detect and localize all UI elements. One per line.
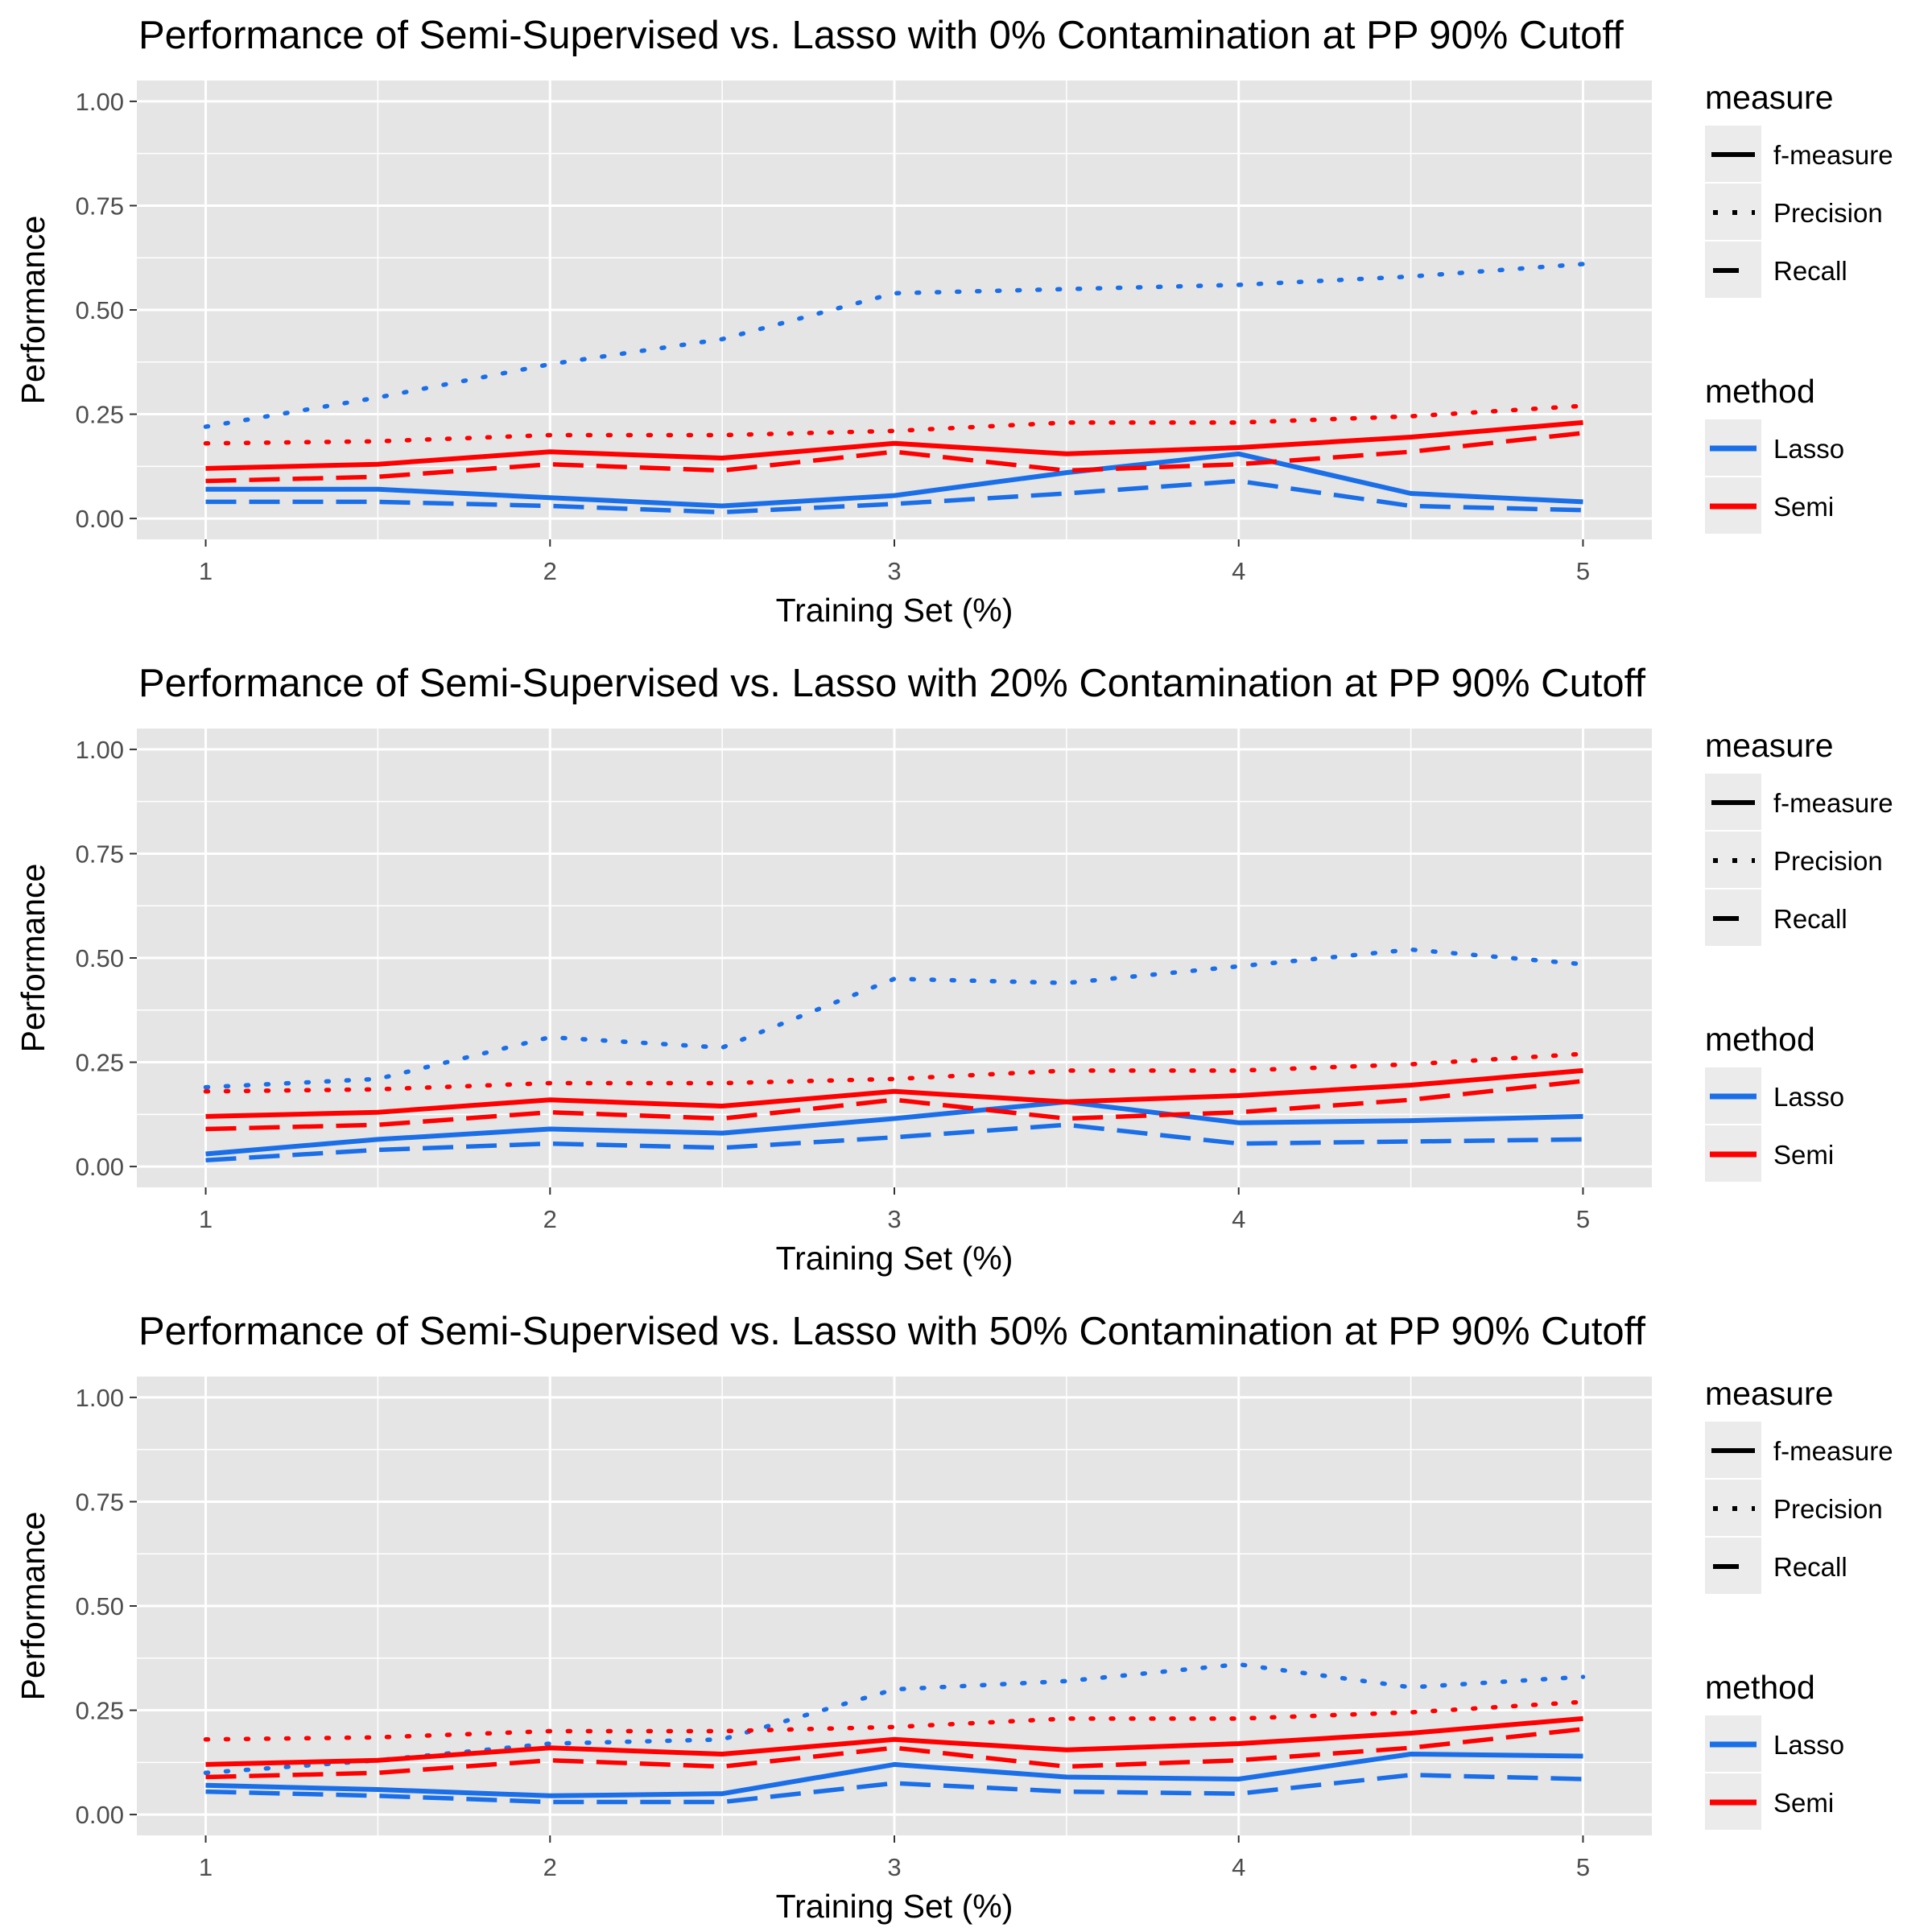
- legend-label: f-measure: [1773, 788, 1893, 818]
- x-tick-label: 2: [543, 1853, 557, 1881]
- chart-title: Performance of Semi-Supervised vs. Lasso…: [138, 1310, 1645, 1353]
- series-line-semi-precision: [203, 1051, 1586, 1094]
- y-tick-label: 0.50: [76, 1592, 124, 1620]
- x-axis-title: Training Set (%): [776, 592, 1013, 629]
- legend-label: f-measure: [1773, 140, 1893, 170]
- legend-label: Recall: [1773, 1552, 1847, 1582]
- legend-label: Lasso: [1773, 1730, 1844, 1760]
- x-tick-label: 5: [1576, 557, 1590, 585]
- legend: measure f-measure Precision Recall method Las…: [1705, 1375, 1893, 1830]
- series-line-semi-recall: [205, 1727, 1583, 1780]
- x-tick-label: 1: [199, 1853, 213, 1881]
- x-tick-label: 5: [1576, 1205, 1590, 1233]
- chart-title: Performance of Semi-Supervised vs. Lasso…: [138, 662, 1645, 705]
- x-axis-title: Training Set (%): [776, 1240, 1013, 1277]
- series-line-semi-recall: [205, 1079, 1583, 1132]
- x-tick-label: 3: [887, 557, 901, 585]
- y-tick-label: 0.50: [76, 296, 124, 324]
- series-line-semi-precision: [203, 403, 1586, 446]
- y-axis-title: Performance: [14, 1512, 52, 1701]
- legend-label: Lasso: [1773, 1082, 1844, 1112]
- legend: measure f-measure Precision Recall method Las…: [1705, 79, 1893, 534]
- series-line-lasso-f-measure: [205, 1099, 1583, 1157]
- series-line-semi-f-measure: [205, 419, 1583, 471]
- series-line-lasso-recall: [205, 1122, 1583, 1163]
- series-line-lasso-f-measure: [205, 451, 1583, 509]
- series-line-semi-f-measure: [205, 1067, 1583, 1119]
- legend-title-method: method: [1705, 373, 1815, 410]
- legend-label: Precision: [1773, 846, 1883, 876]
- series-line-semi-f-measure: [205, 1715, 1583, 1767]
- y-tick-label: 0.25: [76, 401, 124, 429]
- y-tick-label: 0.25: [76, 1697, 124, 1725]
- x-tick-label: 4: [1232, 557, 1245, 585]
- x-tick-label: 1: [199, 557, 213, 585]
- y-tick-label: 0.75: [76, 840, 124, 868]
- chart-panel-3: Performance of Semi-Supervised vs. Lasso…: [14, 1310, 1893, 1925]
- x-axis-title: Training Set (%): [776, 1888, 1013, 1925]
- y-tick-label: 1.00: [76, 88, 124, 116]
- legend-label: Recall: [1773, 904, 1847, 934]
- legend-label: Precision: [1773, 1494, 1883, 1524]
- series-line-lasso-recall: [205, 1773, 1583, 1805]
- y-tick-label: 0.25: [76, 1049, 124, 1077]
- y-axis-title: Performance: [14, 216, 52, 405]
- legend-title-measure: measure: [1705, 727, 1834, 764]
- legend-label: Semi: [1773, 492, 1834, 522]
- legend-label: Precision: [1773, 198, 1883, 228]
- x-tick-label: 5: [1576, 1853, 1590, 1881]
- legend-label: f-measure: [1773, 1436, 1893, 1466]
- legend: measure f-measure Precision Recall method Las…: [1705, 727, 1893, 1182]
- legend-label: Recall: [1773, 256, 1847, 286]
- legend-title-measure: measure: [1705, 79, 1834, 116]
- x-tick-label: 3: [887, 1853, 901, 1881]
- y-axis-title: Performance: [14, 864, 52, 1053]
- series-line-semi-recall: [205, 431, 1583, 484]
- legend-title-method: method: [1705, 1021, 1815, 1058]
- chart-panel-1: Performance of Semi-Supervised vs. Lasso…: [14, 14, 1893, 629]
- x-tick-label: 2: [543, 557, 557, 585]
- legend-label: Semi: [1773, 1140, 1834, 1170]
- legend-label: Semi: [1773, 1788, 1834, 1818]
- x-tick-label: 4: [1232, 1205, 1245, 1233]
- y-tick-label: 1.00: [76, 736, 124, 764]
- y-tick-label: 0.00: [76, 1801, 124, 1829]
- y-tick-label: 1.00: [76, 1384, 124, 1412]
- legend-title-measure: measure: [1705, 1375, 1834, 1412]
- y-tick-label: 0.75: [76, 1488, 124, 1516]
- y-tick-label: 0.00: [76, 1153, 124, 1181]
- legend-label: Lasso: [1773, 434, 1844, 464]
- x-tick-label: 2: [543, 1205, 557, 1233]
- series-line-lasso-f-measure: [205, 1752, 1583, 1798]
- x-tick-label: 4: [1232, 1853, 1245, 1881]
- series-line-lasso-recall: [205, 478, 1583, 515]
- x-tick-label: 3: [887, 1205, 901, 1233]
- chart-panel-2: Performance of Semi-Supervised vs. Lasso…: [14, 662, 1893, 1277]
- y-tick-label: 0.00: [76, 505, 124, 533]
- series-line-semi-precision: [203, 1699, 1586, 1742]
- chart-title: Performance of Semi-Supervised vs. Lasso…: [138, 14, 1624, 57]
- series-line-lasso-precision: [203, 947, 1586, 1090]
- y-tick-label: 0.75: [76, 192, 124, 220]
- x-tick-label: 1: [199, 1205, 213, 1233]
- legend-title-method: method: [1705, 1669, 1815, 1706]
- y-tick-label: 0.50: [76, 944, 124, 972]
